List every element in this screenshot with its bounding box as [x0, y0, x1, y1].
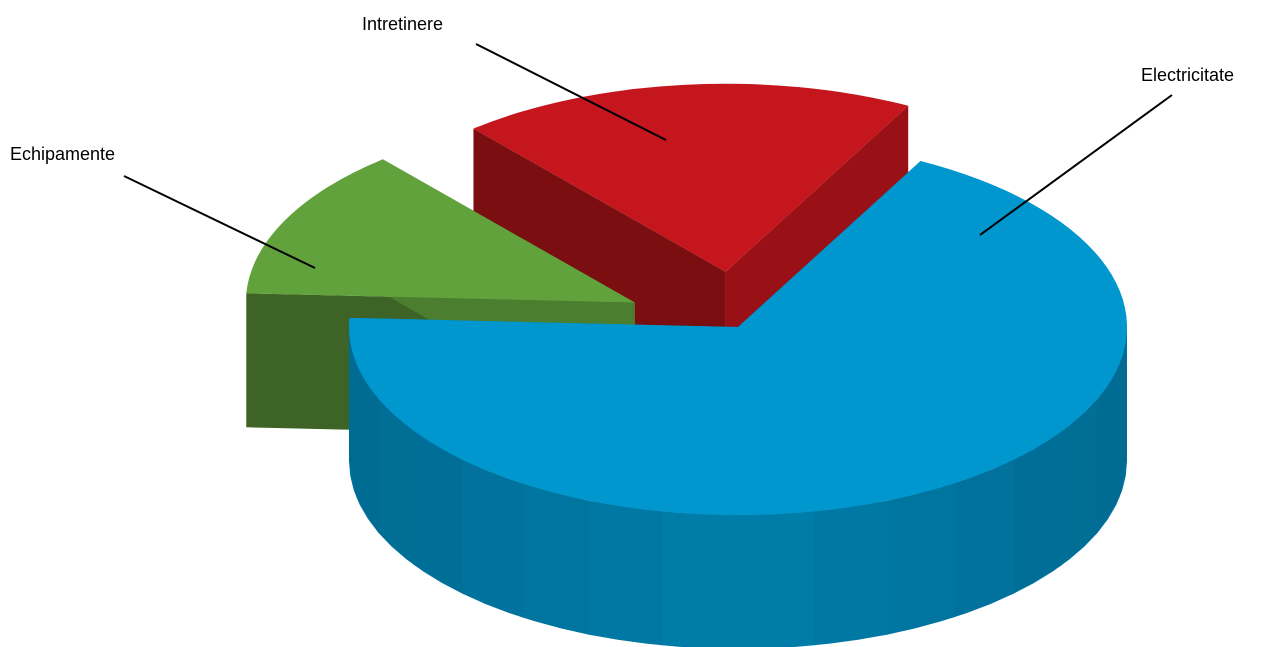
slice-wall-strip-electricitate	[662, 511, 738, 647]
slice-label-electricitate: Electricitate	[1141, 65, 1234, 85]
slice-wall-strip-electricitate	[738, 511, 814, 647]
slice-label-intretinere: Intretinere	[362, 14, 443, 34]
slice-wall-strip-electricitate	[1097, 363, 1120, 533]
slice-wall-strip-electricitate	[1119, 327, 1127, 498]
slice-wall-strip-electricitate	[521, 483, 590, 635]
slice-wall-strip-electricitate	[589, 500, 663, 646]
slice-wall-strip-electricitate	[414, 431, 463, 594]
slice-wall-strip-electricitate	[813, 500, 887, 646]
slice-electricitate	[348, 161, 1127, 647]
slice-wall-strip-electricitate	[356, 363, 379, 533]
slice-wall-strip-electricitate	[462, 459, 522, 618]
slice-wall-strip-electricitate	[1061, 398, 1098, 566]
slice-wall-strip-electricitate	[954, 459, 1014, 618]
slice-top-electricitate	[348, 161, 1127, 515]
leader-line-intretinere	[475, 43, 667, 141]
slice-top-intretinere	[473, 83, 909, 272]
slice-label-echipamente: Echipamente	[10, 144, 115, 164]
leader-line-electricitate	[979, 94, 1173, 236]
leader-line-echipamente	[123, 175, 316, 269]
slice-wall-strip-electricitate	[886, 483, 955, 635]
slice-wall-strip-electricitate	[378, 398, 415, 566]
slice-wall-strip-electricitate	[349, 327, 357, 498]
slice-top-echipamente	[246, 159, 635, 303]
slice-wall-strip-electricitate	[1013, 431, 1062, 594]
